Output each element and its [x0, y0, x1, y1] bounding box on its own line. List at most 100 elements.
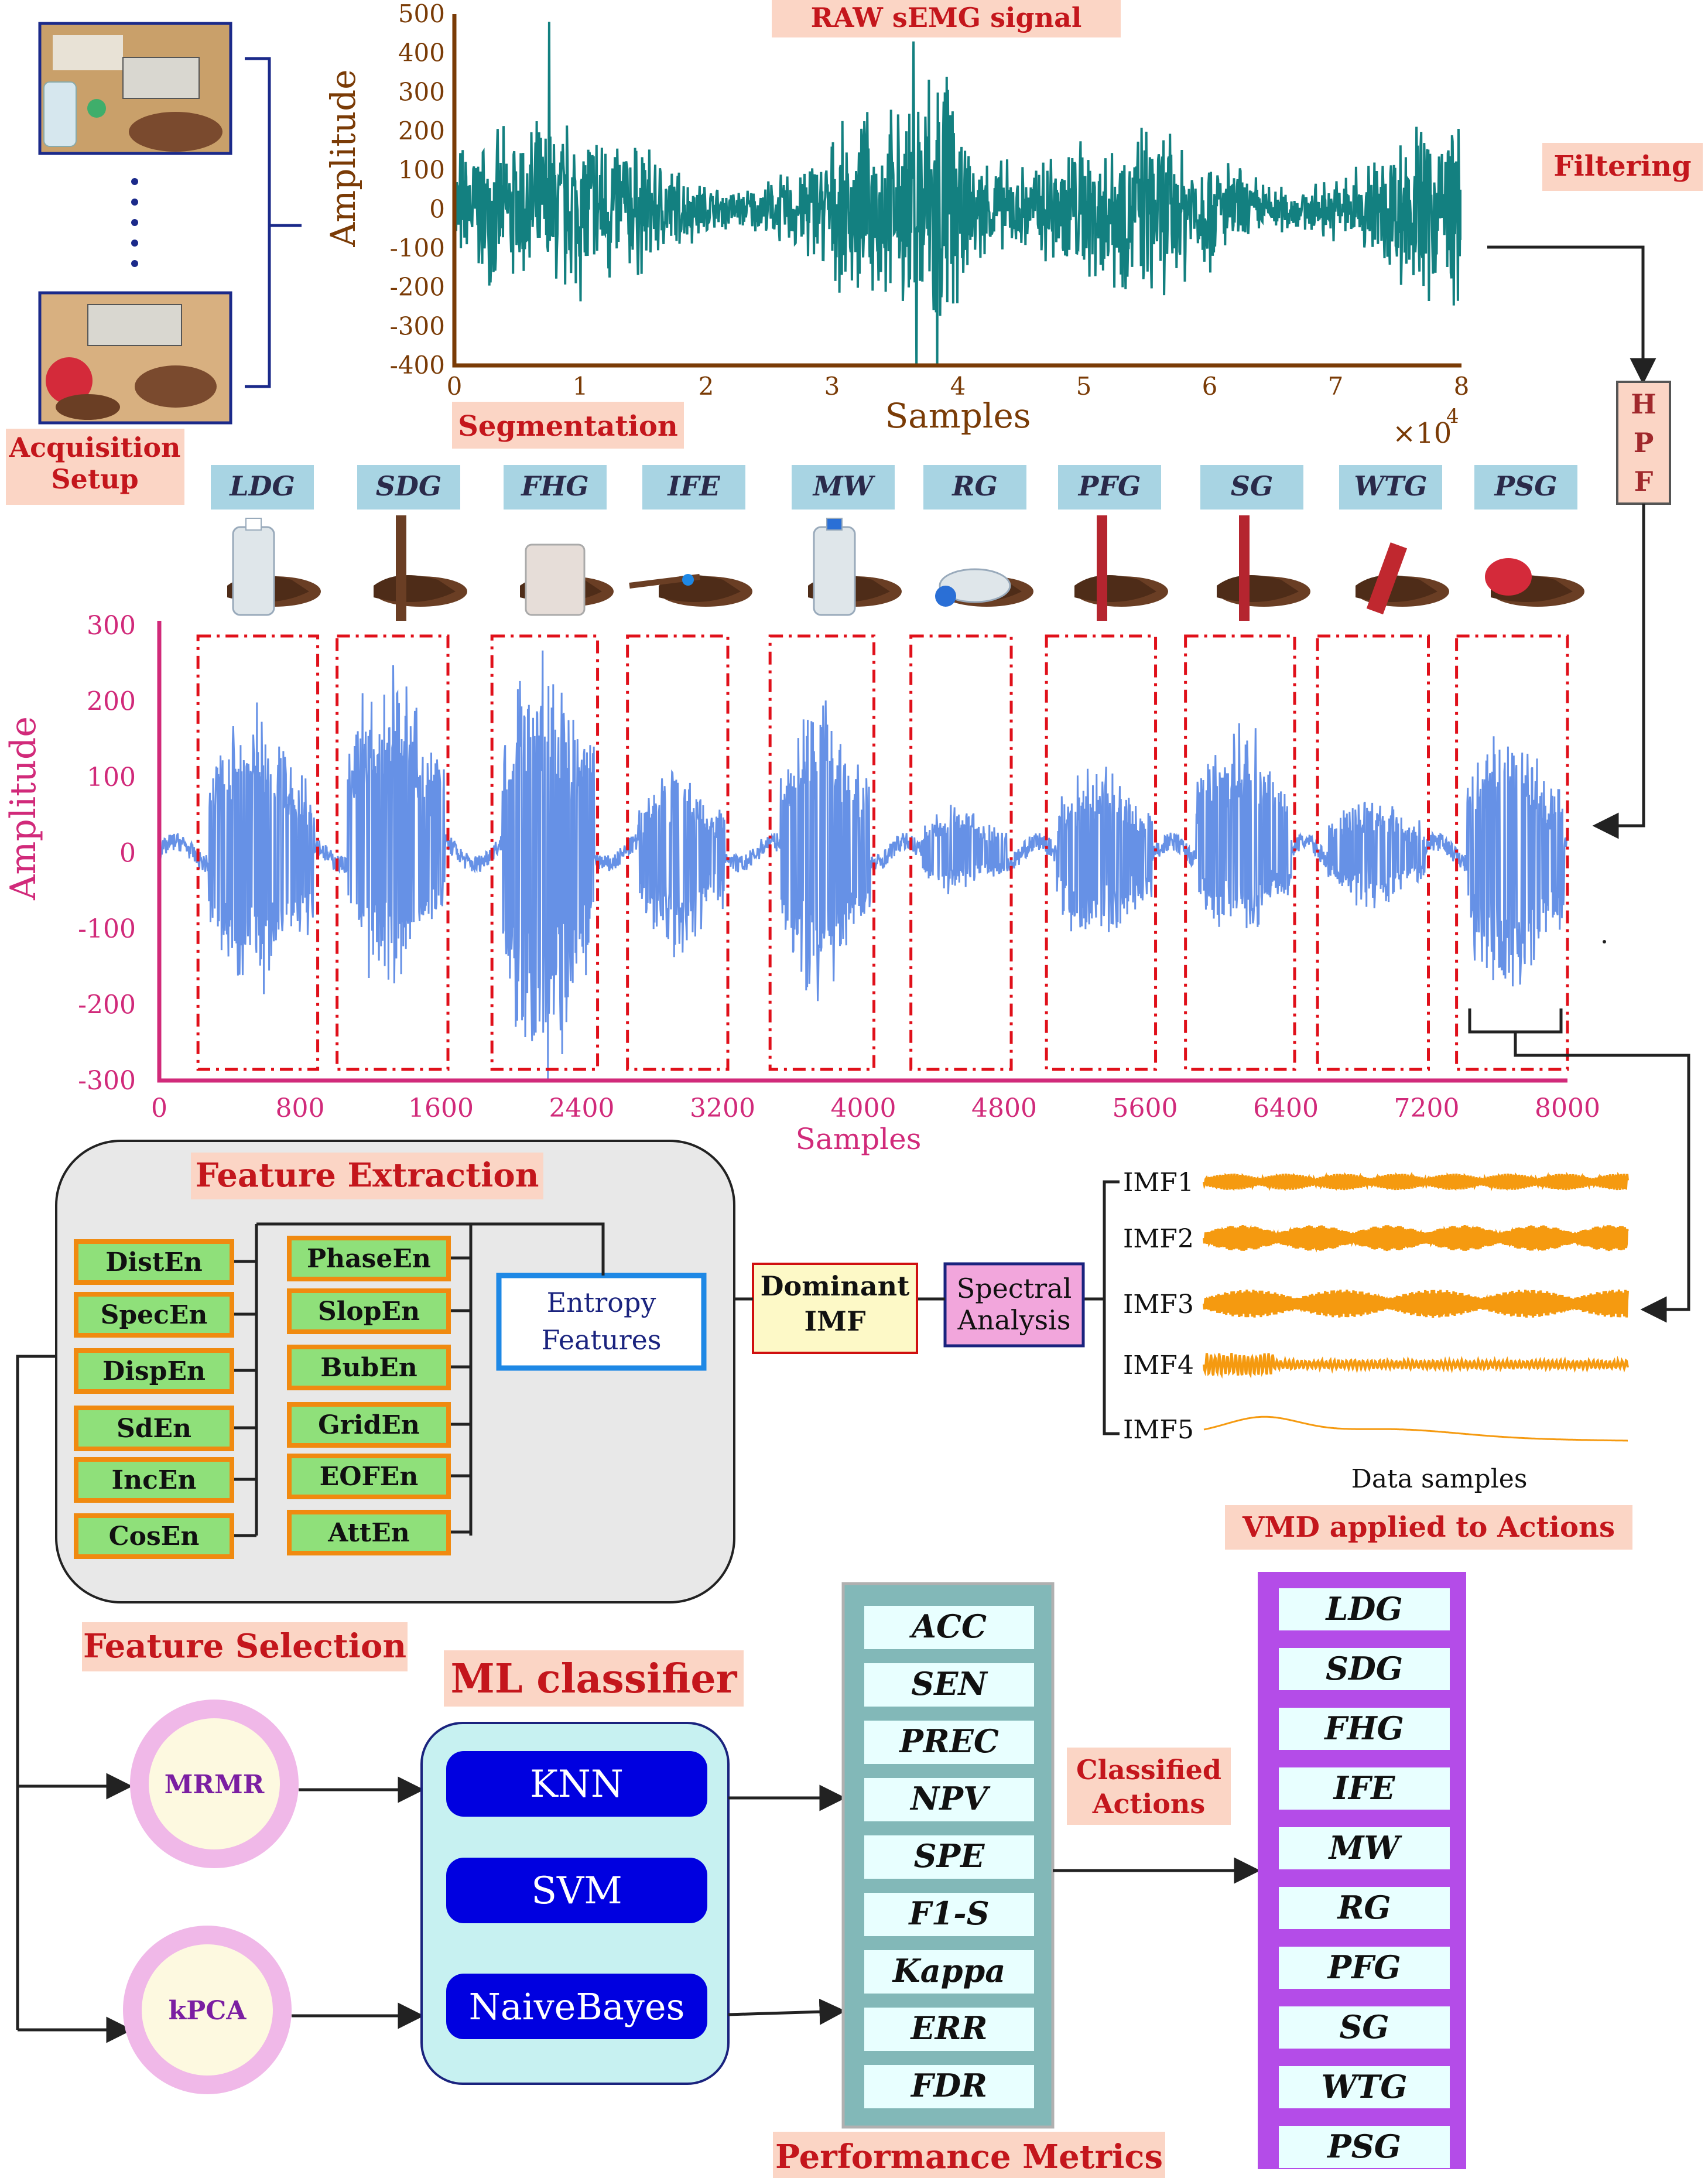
- spectral-analysis-line2: Analysis: [957, 1304, 1071, 1336]
- vmd-panel: IMF1 IMF2 IMF3 IMF4 IMF5 Data samples VMD ap…: [1103, 1168, 1632, 1550]
- ml-title-bg: [444, 1650, 744, 1707]
- segmented-xtick-label: 1600: [408, 1093, 474, 1123]
- vmd-label: VMD applied to Actions: [1242, 1511, 1615, 1544]
- action-label-bg: [1200, 465, 1303, 510]
- entropy-item-label: SpecEn: [101, 1300, 208, 1330]
- segmented-chart-xticks: 0 800 1600 2400 3200 4000 4800 5600 6400 7200 8000: [151, 1093, 1600, 1123]
- naivebayes-label: NaiveBayes: [469, 1985, 685, 2028]
- segment-box-sdg: [336, 634, 450, 1071]
- classified-actions-list: LDG SDG FHG IFE MW RG PFG SG WTG PSG: [1279, 1588, 1450, 2168]
- action-label-fhg: FHG: [520, 470, 588, 502]
- raw-xtick-label: 3: [824, 372, 840, 401]
- classified-label: PFG: [1326, 1948, 1401, 1986]
- imf-wave-2: [1203, 1224, 1629, 1253]
- entropy-item-specen: [74, 1292, 234, 1338]
- knn-label: KNN: [530, 1763, 624, 1806]
- action-label-mw: MW: [812, 470, 876, 502]
- classified-box-pfg: [1279, 1947, 1450, 1989]
- segmented-chart-ylabel: Amplitude: [3, 716, 44, 901]
- filtering-label-bg: [1542, 143, 1703, 191]
- raw-ytick-label: -300: [390, 312, 445, 340]
- raw-xtick-label: 5: [1076, 372, 1092, 401]
- raw-ytick-label: 200: [398, 117, 445, 145]
- segmented-xtick-label: 4800: [971, 1093, 1037, 1123]
- metrics-list: ACC SEN PREC NPV SPE F1-S Kappa ERR FDR: [864, 1606, 1034, 2108]
- raw-xtick-label: 4: [950, 372, 966, 401]
- segmented-xtick-label: 0: [151, 1093, 167, 1123]
- raw-ytick-label: -400: [390, 351, 445, 379]
- imf-label-3: IMF3: [1123, 1290, 1194, 1319]
- vmd-label-bg: [1225, 1505, 1632, 1550]
- action-label-rg: RG: [951, 470, 998, 502]
- imf-label-2: IMF2: [1123, 1224, 1194, 1254]
- action-label-ldg: LDG: [228, 470, 295, 502]
- action-photo-rg: [935, 568, 1033, 607]
- entropy-item-slopen: [287, 1288, 451, 1334]
- entropy-item-label: PhaseEn: [307, 1244, 431, 1274]
- metric-box-kappa: [864, 1950, 1034, 1994]
- imf-label-5: IMF5: [1123, 1415, 1194, 1445]
- filtering-label: Filtering: [1553, 150, 1691, 183]
- entropy-item-label: SdEn: [117, 1414, 191, 1444]
- raw-chart-xticks: 0 1 2 3 4 5 6 7 8: [447, 372, 1470, 401]
- imf-wave-5: [1203, 1415, 1628, 1442]
- feature-extraction-panel: Feature Extraction Entropy Features Dist…: [55, 1140, 735, 1603]
- classified-actions-section: LDG SDG FHG IFE MW RG PFG SG WTG PSG: [1258, 1572, 1466, 2169]
- metric-label: ERR: [910, 2009, 988, 2047]
- mrmr-node-inner: [149, 1718, 280, 1849]
- segmented-ytick-label: -200: [78, 990, 136, 1020]
- segmented-ytick-label: 100: [87, 763, 136, 792]
- imf-wave-3: [1203, 1289, 1629, 1318]
- raw-ytick-label: 100: [398, 156, 445, 184]
- hpf-letter-h: H: [1631, 388, 1656, 420]
- segment-box-rg: [909, 634, 1013, 1071]
- spectral-analysis-box: [943, 1262, 1085, 1348]
- imf-wave-1: [1203, 1171, 1629, 1192]
- metric-label: PREC: [898, 1722, 999, 1760]
- entropy-item-label: IncEn: [112, 1465, 197, 1495]
- segmented-xtick-label: 800: [276, 1093, 325, 1123]
- ellipsis-dots: [131, 178, 138, 267]
- segmented-xtick-label: 4000: [831, 1093, 896, 1123]
- feature-selection-section: Feature Selection MRMR kPCA: [16, 1355, 425, 2094]
- raw-chart-title: RAW sEMG signal: [811, 2, 1082, 33]
- entropy-item-label: DistEn: [105, 1247, 203, 1277]
- action-label-bg: [792, 465, 895, 510]
- segmented-ytick-label: -100: [78, 914, 136, 944]
- classified-label: LDG: [1325, 1590, 1403, 1627]
- action-photo-psg: [1485, 558, 1584, 607]
- action-label-pfg: PFG: [1077, 470, 1141, 502]
- entropy-item-label: AttEn: [327, 1518, 410, 1548]
- imf-bracket: [1103, 1180, 1120, 1435]
- action-label-bg: [504, 465, 607, 510]
- raw-xtick-label: 7: [1328, 372, 1344, 401]
- action-label-psg: PSG: [1493, 470, 1557, 502]
- stray-dot: [1603, 940, 1606, 943]
- acquisition-photo-ball: [38, 291, 232, 425]
- raw-xtick-label: 1: [573, 372, 588, 401]
- ml-title: ML classifier: [451, 1656, 738, 1702]
- metric-box-sen: [864, 1663, 1034, 1707]
- classified-box-rg: [1279, 1887, 1450, 1929]
- classified-label: MW: [1328, 1829, 1403, 1866]
- acquisition-label-bg: [6, 429, 184, 505]
- classified-label: WTG: [1322, 2068, 1408, 2105]
- action-label-ife: IFE: [666, 470, 720, 502]
- action-photo-mw: [808, 518, 902, 616]
- entropy-list-right: PhaseEn SlopEn BubEn GridEn EOFEn AttEn: [287, 1236, 473, 1555]
- segmented-xtick-label: 7200: [1394, 1093, 1460, 1123]
- segmented-xtick-label: 2400: [549, 1093, 615, 1123]
- classified-box-ife: [1279, 1767, 1450, 1810]
- imf-label-1: IMF1: [1123, 1168, 1194, 1198]
- metric-box-spe: [864, 1835, 1034, 1879]
- classified-label: PSG: [1326, 2128, 1401, 2165]
- raw-to-hpf-arrow: [1487, 245, 1656, 385]
- hpf-to-segment-arrow: [1592, 504, 1645, 839]
- action-label-bg: [1339, 465, 1442, 510]
- raw-chart-ylabel: Amplitude: [323, 69, 363, 247]
- entropy-item-griden: [287, 1402, 451, 1448]
- entropy-item-eofen: [287, 1454, 451, 1499]
- segment-box-ife: [626, 634, 730, 1071]
- classified-label: SG: [1339, 2008, 1389, 2046]
